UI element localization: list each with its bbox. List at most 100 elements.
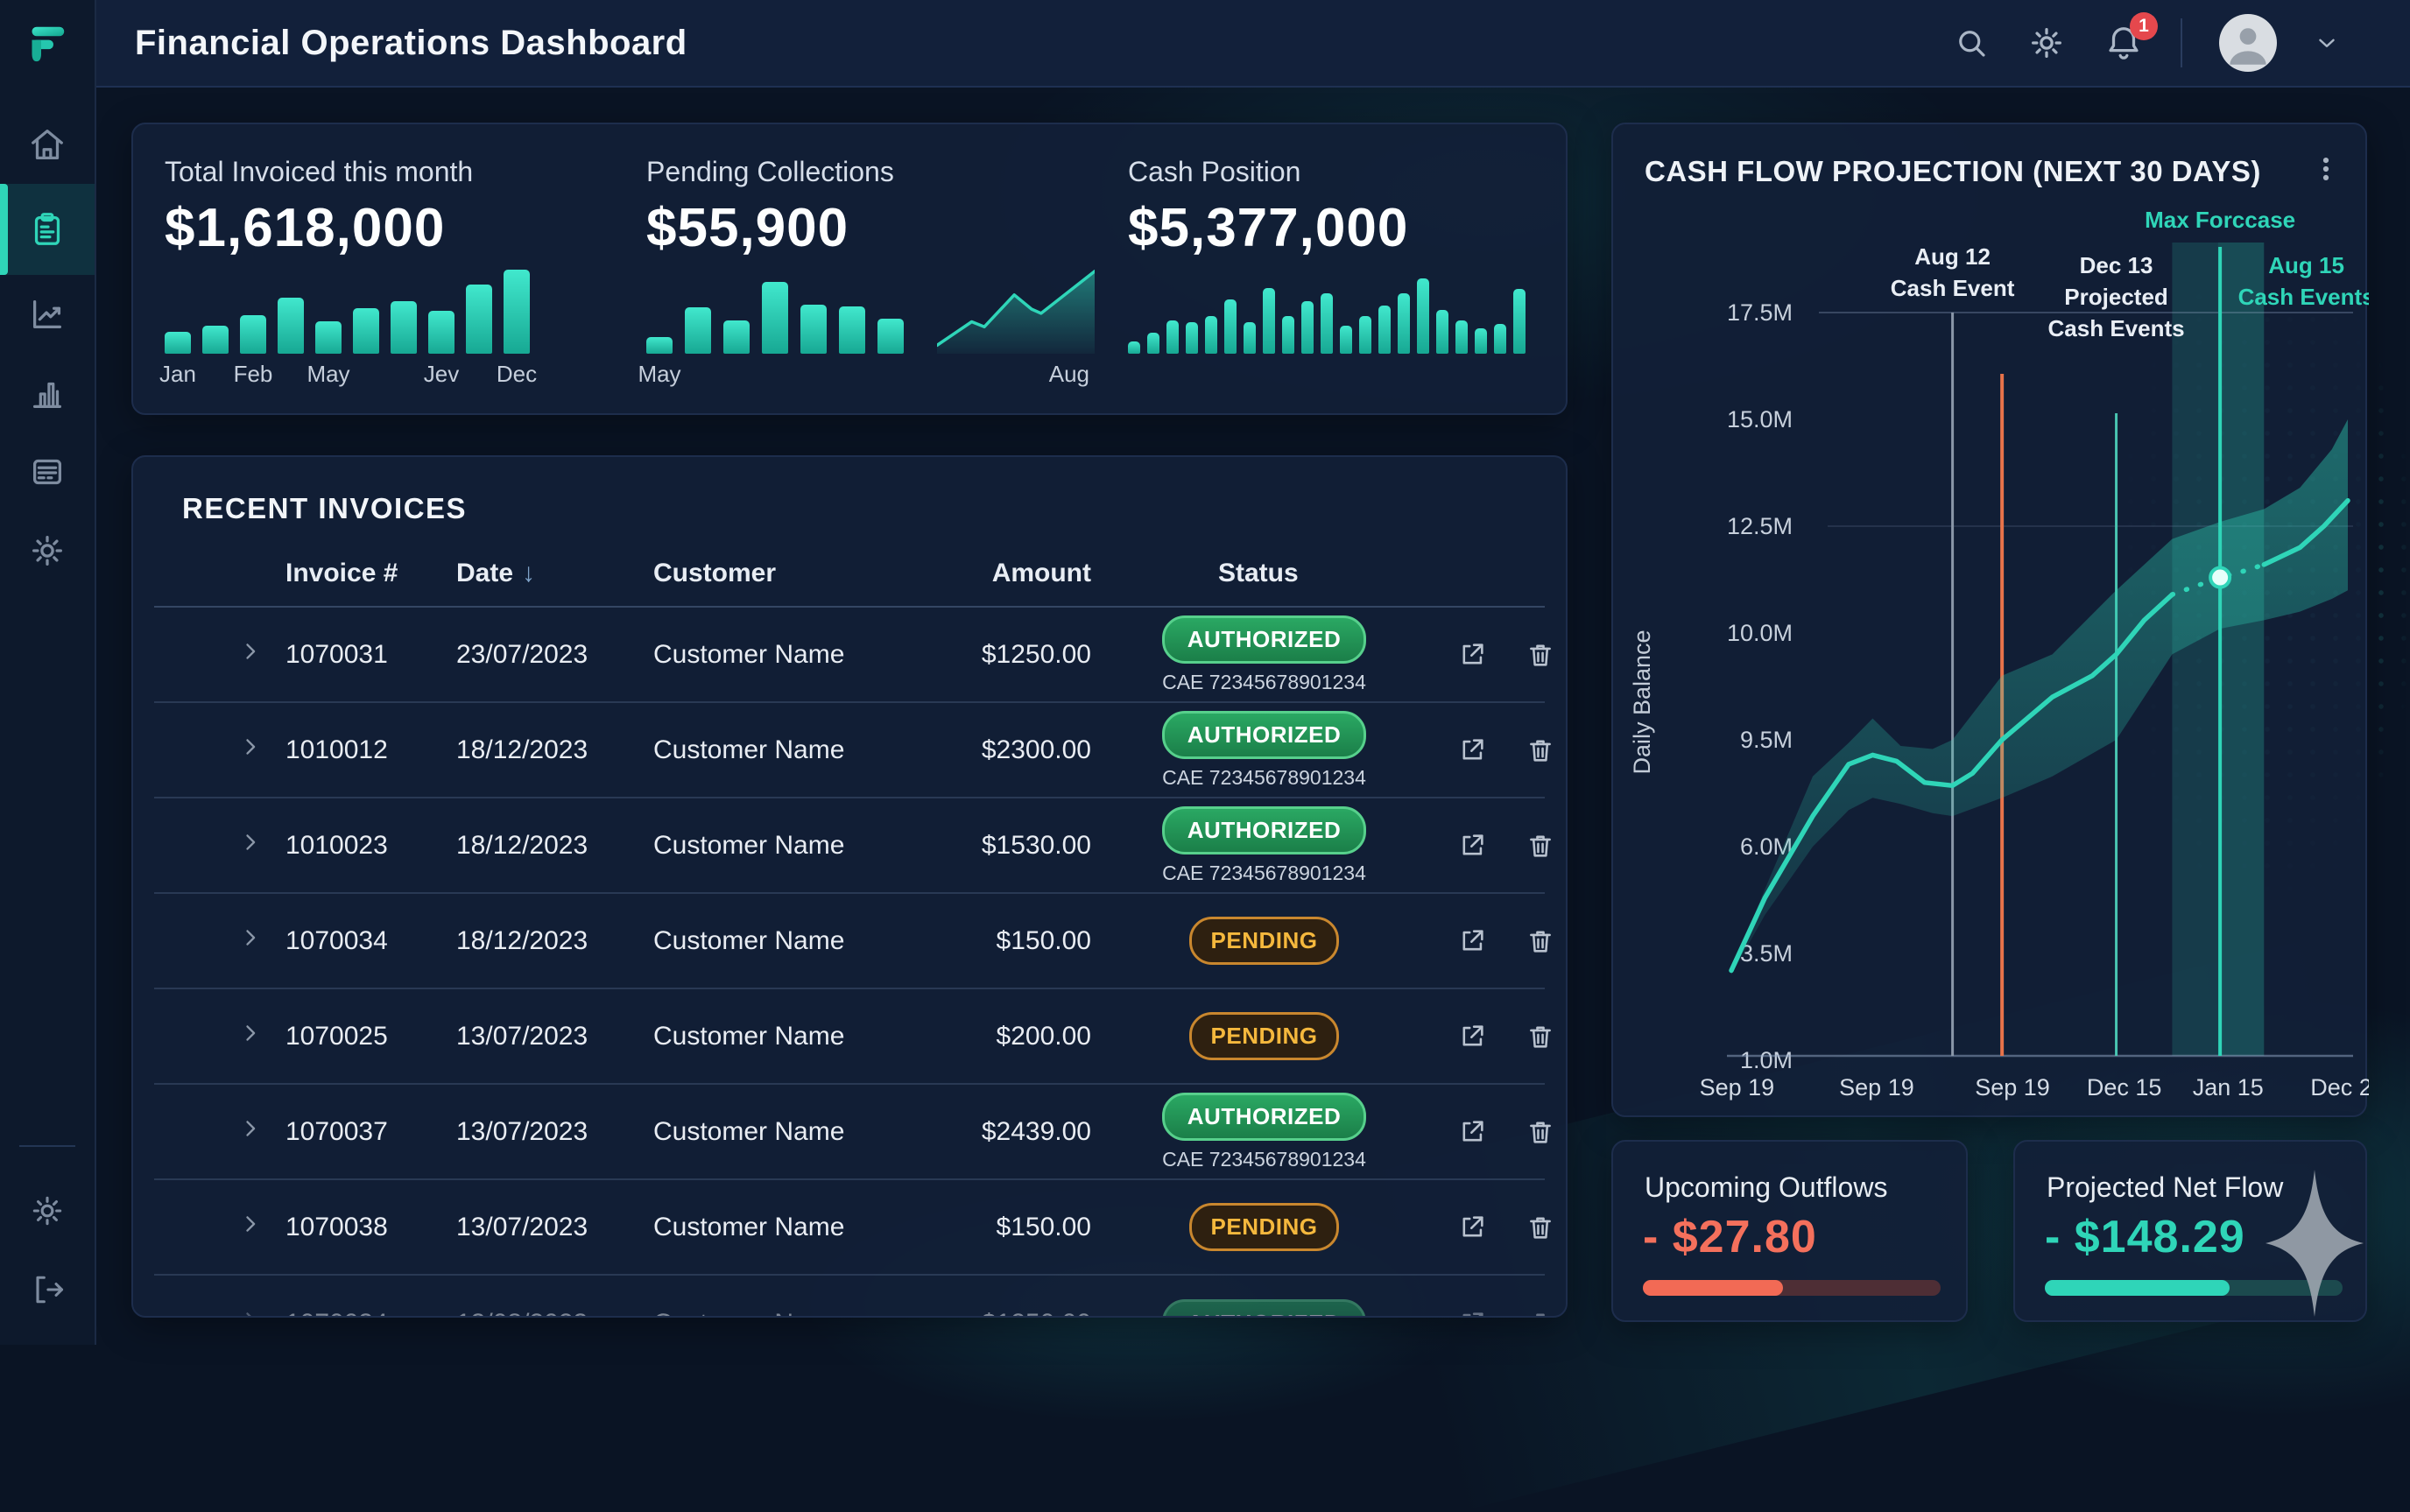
sidebar-divider [19,1145,75,1147]
invoice-table-row[interactable]: 1070038 13/07/2023 Customer Name $150.00 PEN… [154,1180,1551,1276]
open-invoice-button[interactable] [1437,640,1507,670]
mini-bar [1455,320,1468,354]
open-invoice-button[interactable] [1437,1022,1507,1051]
kpi-mini-bar-chart [1128,278,1526,392]
y-axis-tick: 12.5M [1727,513,1793,539]
y-axis-tick: 9.5M [1740,727,1793,753]
kpi-total-invoiced: Total Invoiced this month $1,618,000 Jan… [159,124,620,413]
chevron-right-icon [246,1312,252,1316]
user-icon [2230,28,2266,65]
cell-status: AUTHORIZED CAE 72345678901234 [1091,615,1437,694]
row-expand-button[interactable] [154,639,285,671]
cell-status: AUTHORIZED [1091,1299,1437,1316]
cell-date: 13/07/2023 [456,1212,588,1241]
delete-invoice-button[interactable] [1507,1117,1566,1147]
delete-invoice-button[interactable] [1507,1309,1566,1316]
status-badge: PENDING [1188,1012,1340,1060]
open-invoice-button[interactable] [1437,1213,1507,1242]
row-expand-button[interactable] [154,735,285,766]
sidebar-item-logout[interactable] [0,1250,95,1329]
mini-bar-column [1494,324,1506,392]
invoice-table-row[interactable]: 1070031 23/07/2023 Customer Name $1250.00 AU… [154,608,1551,703]
mini-bar [1166,320,1179,354]
open-invoice-button[interactable] [1437,831,1507,861]
row-expand-button[interactable] [154,925,285,957]
mini-bar [240,315,266,354]
row-expand-button[interactable] [154,1116,285,1148]
cell-date: 18/12/2023 [456,925,588,955]
cell-amount: $2300.00 [981,735,1091,764]
sidebar-item-invoices[interactable] [0,184,95,275]
sidebar-item-preferences[interactable] [0,1171,95,1250]
notifications-button[interactable]: 1 [2103,12,2158,63]
mini-bar [1301,301,1314,354]
mini-bar [723,320,750,354]
mini-bar-column [723,320,750,392]
invoice-table-row[interactable]: 1070037 13/07/2023 Customer Name $2439.00 AU… [154,1085,1551,1180]
open-invoice-button[interactable] [1437,735,1507,765]
mini-bar-column [1417,278,1429,392]
mini-bar-column [1475,328,1487,392]
topbar: Financial Operations Dashboard 1 [96,0,2410,88]
column-status[interactable]: Status [1218,559,1299,587]
sidebar-item-settings[interactable] [0,511,95,590]
mini-bar [504,270,530,354]
invoice-table-row[interactable]: 1070025 13/07/2023 Customer Name $200.00 PEN… [154,989,1551,1085]
cell-customer: Customer Name [653,830,845,860]
status-badge: AUTHORIZED [1161,615,1367,664]
cell-date: 13/07/2023 [456,1021,588,1051]
invoice-table-row[interactable]: 1010012 18/12/2023 Customer Name $2300.00 AU… [154,703,1551,798]
sidebar-item-home[interactable] [0,105,95,184]
column-invoice[interactable]: Invoice # [285,559,398,587]
status-badge: PENDING [1188,917,1340,965]
delete-invoice-button[interactable] [1507,1213,1566,1242]
cell-amount: $150.00 [996,925,1091,955]
mini-bar [1359,316,1371,354]
mini-bar [1186,322,1198,354]
open-invoice-button[interactable] [1437,1117,1507,1147]
cell-invoice-number: 1070034 [285,925,388,955]
netflow-progress-fill [2045,1280,2230,1296]
mini-bar-column [1340,326,1352,392]
mini-bar [1398,293,1410,354]
mini-bar [165,332,191,354]
invoice-table-row[interactable]: 1070034 18/12/2023 Customer Name $150.00 PEN… [154,894,1551,989]
card-label: Upcoming Outflows [1645,1171,1888,1203]
open-invoice-button[interactable] [1437,1309,1507,1316]
column-customer[interactable]: Customer [653,559,777,587]
row-expand-button[interactable] [154,1021,285,1052]
open-external-icon [1462,833,1483,854]
cell-invoice-number: 1010023 [285,830,388,860]
avatar[interactable] [2219,14,2277,72]
row-expand-button[interactable] [154,1308,285,1316]
row-expand-button[interactable] [154,830,285,861]
mini-bar-column [1224,299,1237,392]
sidebar-item-ledger[interactable] [0,433,95,511]
cell-date: 23/07/2023 [456,639,588,669]
settings-button[interactable] [2026,23,2067,63]
cae-number: CAE 72345678901234 [1162,670,1366,693]
sidebar-item-reports[interactable] [0,354,95,433]
open-external-icon [1462,929,1483,950]
search-button[interactable] [1953,25,1990,61]
mini-bar [1205,316,1217,354]
account-menu-button[interactable] [2314,30,2340,56]
column-date[interactable]: Date ↓ [456,559,536,587]
open-external-icon [1462,643,1483,664]
cell-date: 18/12/2023 [456,830,588,860]
invoice-table-row[interactable]: 1010023 18/12/2023 Customer Name $1530.00 AU… [154,798,1551,894]
row-expand-button[interactable] [154,1212,285,1243]
column-amount[interactable]: Amount [991,559,1091,587]
open-invoice-button[interactable] [1437,926,1507,956]
sidebar-item-analytics[interactable] [0,275,95,354]
delete-invoice-button[interactable] [1507,640,1566,670]
app-logo[interactable] [0,0,95,88]
delete-invoice-button[interactable] [1507,926,1566,956]
chevron-right-icon [246,643,256,659]
delete-invoice-button[interactable] [1507,1022,1566,1051]
delete-invoice-button[interactable] [1507,735,1566,765]
delete-invoice-button[interactable] [1507,831,1566,861]
mini-bar [315,321,342,354]
chart-menu-button[interactable] [2311,154,2341,188]
